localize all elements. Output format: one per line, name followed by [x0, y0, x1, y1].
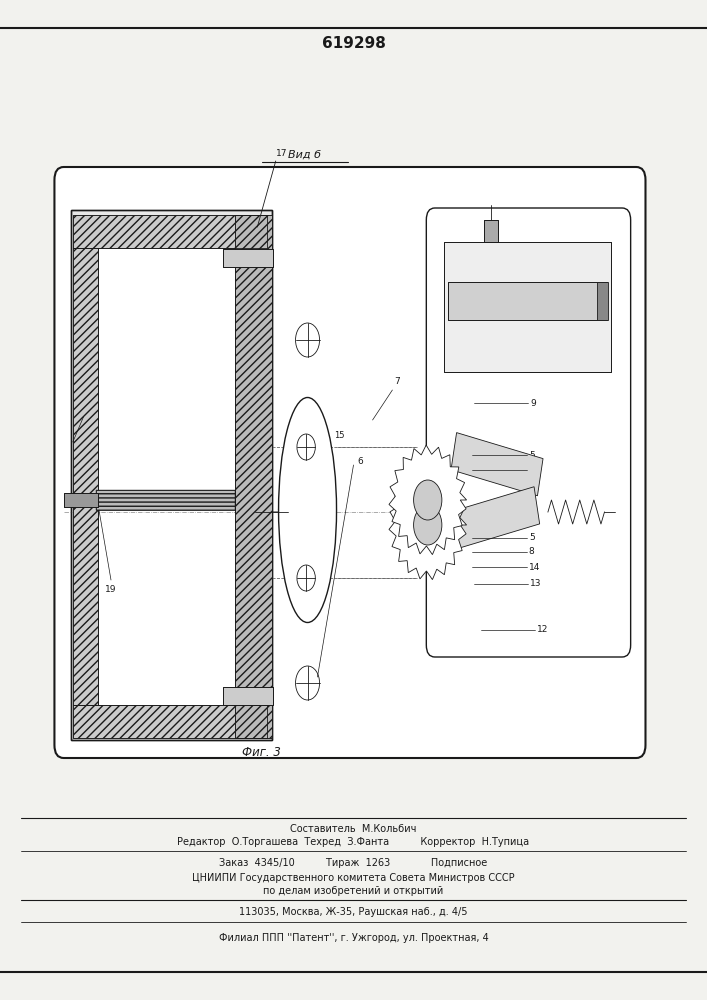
Text: 8: 8 [529, 548, 534, 556]
Circle shape [296, 666, 320, 700]
Bar [73, 215, 267, 248]
Text: 17: 17 [276, 149, 287, 158]
Bar [73, 248, 98, 705]
Text: 8: 8 [243, 589, 249, 598]
Text: 5: 5 [529, 534, 534, 542]
Bar [73, 705, 267, 738]
Bar [448, 282, 607, 320]
Text: 4: 4 [529, 466, 534, 475]
Text: по делам изобретений и открытий: по делам изобретений и открытий [264, 886, 443, 896]
Circle shape [296, 323, 320, 357]
Text: I-I: I-I [259, 562, 267, 570]
Bar [73, 705, 267, 738]
Bar [73, 215, 267, 248]
Bar [98, 248, 235, 705]
Text: Редактор  О.Торгашева  Техред  З.Фанта          Корректор  Н.Тупица: Редактор О.Торгашева Техред З.Фанта Корр… [177, 837, 530, 847]
Polygon shape [389, 470, 467, 580]
Text: 16: 16 [317, 428, 328, 436]
Text: 619298: 619298 [322, 36, 385, 51]
Bar [451, 433, 543, 496]
Text: 19: 19 [105, 584, 117, 593]
Bar [64, 493, 98, 507]
Circle shape [414, 505, 442, 545]
Ellipse shape [279, 397, 337, 622]
Text: Вид б: Вид б [288, 150, 320, 160]
Text: Заказ  4345/10          Тираж  1263             Подписное: Заказ 4345/10 Тираж 1263 Подписное [219, 858, 488, 868]
Bar [223, 687, 273, 705]
Text: 12: 12 [537, 626, 549, 635]
FancyBboxPatch shape [426, 208, 631, 657]
Bar [96, 490, 235, 510]
Bar [223, 687, 273, 705]
Bar [96, 490, 235, 510]
Bar [223, 249, 273, 267]
FancyBboxPatch shape [54, 167, 645, 758]
Bar [444, 242, 611, 372]
Bar [235, 215, 272, 738]
Bar [597, 282, 608, 320]
Bar [71, 210, 272, 740]
Text: 113035, Москва, Ж-35, Раушская наб., д. 4/5: 113035, Москва, Ж-35, Раушская наб., д. … [239, 907, 468, 917]
Bar [448, 487, 539, 550]
Bar [444, 242, 611, 372]
Bar [484, 220, 498, 242]
Circle shape [297, 434, 315, 460]
Text: 9: 9 [530, 398, 536, 408]
Bar [71, 210, 272, 740]
Text: 5: 5 [529, 450, 534, 460]
Bar [448, 282, 607, 320]
Text: Составитель  М.Кольбич: Составитель М.Кольбич [291, 824, 416, 834]
Text: B: B [247, 500, 252, 510]
Bar [73, 248, 98, 705]
Bar [484, 220, 498, 242]
Text: 15: 15 [334, 430, 344, 440]
Bar [223, 249, 273, 267]
Polygon shape [389, 445, 467, 555]
Text: Филиал ППП ''Патент'', г. Ужгород, ул. Проектная, 4: Филиал ППП ''Патент'', г. Ужгород, ул. П… [218, 933, 489, 943]
Circle shape [297, 565, 315, 591]
Text: Фиг. 3: Фиг. 3 [243, 746, 281, 758]
Circle shape [414, 480, 442, 520]
Text: 13: 13 [530, 580, 542, 588]
Text: I-I: I-I [259, 452, 267, 462]
Text: ЦНИИПИ Государственного комитета Совета Министров СССР: ЦНИИПИ Государственного комитета Совета … [192, 873, 515, 883]
Bar [64, 493, 98, 507]
Text: 6: 6 [358, 458, 363, 466]
Bar [235, 215, 272, 738]
Text: 14: 14 [529, 562, 540, 572]
Text: 18: 18 [78, 406, 89, 414]
Text: 7: 7 [395, 377, 400, 386]
Text: 17: 17 [305, 428, 317, 436]
